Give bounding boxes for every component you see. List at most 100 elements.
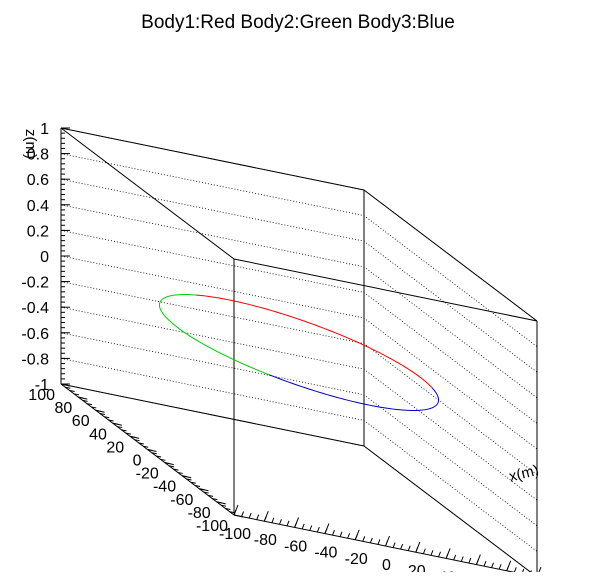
y-minor-tick <box>220 504 227 507</box>
y-minor-tick <box>233 514 240 517</box>
z-gridline <box>60 230 538 424</box>
x-minor-tick <box>453 554 457 561</box>
x-minor-tick <box>369 537 373 544</box>
z-gridline <box>60 178 538 373</box>
series-line-body1 <box>195 294 433 388</box>
y-minor-tick <box>95 409 101 412</box>
x-minor-tick <box>430 550 434 556</box>
x-minor-tick <box>498 564 502 570</box>
x-minor-tick <box>241 511 245 517</box>
z-gridline <box>60 281 538 475</box>
y-minor-tick <box>160 458 166 461</box>
box-edge <box>233 258 538 322</box>
y-minor-tick <box>134 439 140 442</box>
x-minor-tick <box>233 509 237 516</box>
x-minor-tick <box>339 531 343 537</box>
series-line-body2 <box>158 294 270 376</box>
y-minor-tick <box>194 485 201 488</box>
x-minor-tick <box>445 553 449 559</box>
y-minor-tick <box>65 386 71 389</box>
x-minor-tick <box>422 548 426 554</box>
y-tick-label: 20 <box>106 439 124 456</box>
y-minor-tick <box>82 399 88 402</box>
box-edge <box>60 127 235 260</box>
y-minor-tick <box>151 452 157 455</box>
x-minor-tick <box>347 533 351 539</box>
x-minor-tick <box>400 543 404 550</box>
x-minor-tick <box>475 559 479 565</box>
grid-layer <box>60 127 538 577</box>
x-tick-label: -100 <box>219 526 251 543</box>
z-axis-label: z(m) <box>22 129 39 159</box>
x-minor-tick <box>286 520 290 527</box>
y-tick-label: 60 <box>72 413 90 430</box>
y-minor-tick <box>186 478 192 481</box>
z-tick-label: -0.2 <box>21 275 49 292</box>
y-tick-label: 80 <box>55 400 73 417</box>
x-minor-tick <box>309 525 313 531</box>
x-minor-tick <box>354 534 358 540</box>
x-tick-label: 0 <box>382 557 391 572</box>
y-tick-label: -100 <box>196 518 228 535</box>
z-tick-label: 0 <box>40 249 49 266</box>
y-minor-tick <box>225 507 231 510</box>
y-minor-tick <box>212 498 218 501</box>
x-minor-tick <box>301 523 305 530</box>
x-minor-tick <box>491 562 495 568</box>
x-minor-tick <box>438 551 441 558</box>
z-tick-label: 1 <box>40 121 49 138</box>
box-edge <box>60 127 365 191</box>
x-minor-tick <box>263 516 267 522</box>
series-line-body3 <box>269 374 440 411</box>
y-minor-tick <box>108 419 114 422</box>
y-minor-tick <box>207 494 214 497</box>
z-tick-label: -0.6 <box>21 326 49 343</box>
x-axis-label: x(m) <box>507 462 540 486</box>
y-minor-tick <box>69 390 75 393</box>
y-minor-tick <box>138 442 144 445</box>
x-tick-label: 20 <box>408 563 426 572</box>
box-edge <box>60 383 365 447</box>
box-edge <box>363 445 538 577</box>
z-tick-label: 0.4 <box>27 198 49 215</box>
y-minor-tick <box>216 501 222 504</box>
y-minor-tick <box>182 475 188 478</box>
x-tick-label: -40 <box>314 545 337 562</box>
y-minor-tick <box>125 432 131 435</box>
x-minor-tick <box>332 529 335 536</box>
x-minor-tick <box>316 526 320 533</box>
y-minor-tick <box>104 416 110 419</box>
x-minor-tick <box>362 536 366 542</box>
y-tick-label: 100 <box>28 387 55 404</box>
y-minor-tick <box>173 468 179 471</box>
z-gridline <box>60 332 538 527</box>
y-minor-tick <box>169 465 175 468</box>
x-minor-tick <box>468 557 472 564</box>
x-minor-tick <box>513 567 517 573</box>
y-minor-tick <box>229 511 235 514</box>
x-tick-mark <box>536 566 542 577</box>
y-minor-tick <box>199 488 205 491</box>
y-tick-label: 40 <box>89 426 107 443</box>
z-tick-label: 0.6 <box>27 172 49 189</box>
y-minor-tick <box>130 435 136 438</box>
y-tick-label: -80 <box>188 505 211 522</box>
y-minor-tick <box>99 412 106 415</box>
x-minor-tick <box>248 512 252 519</box>
x-minor-tick <box>392 542 396 548</box>
label-layer: Body1:Red Body2:Green Body3:Blue x(m) z(… <box>22 12 541 486</box>
x-minor-tick <box>385 540 388 547</box>
y-minor-tick <box>91 406 97 409</box>
z-gridline <box>60 306 538 501</box>
z-tick-label: 0.2 <box>27 223 49 240</box>
z-tick-label: -0.8 <box>21 351 49 368</box>
x-minor-tick <box>407 545 411 551</box>
tick-layer: -100-80-60-40-20020406080100-100-80-60-4… <box>21 121 542 577</box>
z-gridline <box>60 127 538 322</box>
x-minor-tick <box>506 565 510 571</box>
y-minor-tick <box>86 403 93 406</box>
y-minor-tick <box>73 393 80 396</box>
y-tick-label: 0 <box>133 453 142 470</box>
